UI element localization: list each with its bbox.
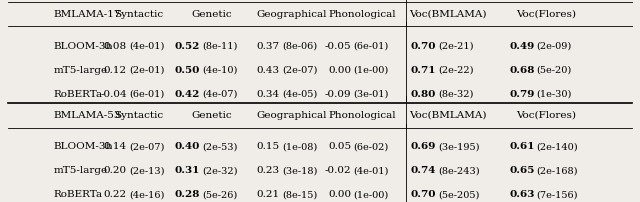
Text: (4e-05): (4e-05) xyxy=(282,89,317,99)
Text: 0.22: 0.22 xyxy=(104,189,127,198)
Text: Phonological: Phonological xyxy=(329,110,397,119)
Text: (2e-22): (2e-22) xyxy=(438,66,474,75)
Text: 0.20: 0.20 xyxy=(104,165,127,174)
Text: 0.65: 0.65 xyxy=(509,165,535,174)
Text: (3e-01): (3e-01) xyxy=(353,89,388,99)
Text: 0.37: 0.37 xyxy=(257,42,280,51)
Text: (8e-32): (8e-32) xyxy=(438,89,473,99)
Text: (1e-00): (1e-00) xyxy=(353,189,388,198)
Text: 0.63: 0.63 xyxy=(509,189,535,198)
Text: Syntactic: Syntactic xyxy=(114,10,163,19)
Text: 0.00: 0.00 xyxy=(328,66,351,75)
Text: (7e-156): (7e-156) xyxy=(537,189,578,198)
Text: (2e-140): (2e-140) xyxy=(537,141,579,150)
Text: 0.40: 0.40 xyxy=(175,141,200,150)
Text: Genetic: Genetic xyxy=(191,110,232,119)
Text: 0.49: 0.49 xyxy=(509,42,535,51)
Text: 0.70: 0.70 xyxy=(410,189,436,198)
Text: 0.79: 0.79 xyxy=(509,89,535,99)
Text: (2e-07): (2e-07) xyxy=(129,141,164,150)
Text: -0.02: -0.02 xyxy=(324,165,351,174)
Text: Geographical: Geographical xyxy=(256,10,326,19)
Text: 0.69: 0.69 xyxy=(411,141,436,150)
Text: (3e-195): (3e-195) xyxy=(438,141,479,150)
Text: 0.21: 0.21 xyxy=(257,189,280,198)
Text: (2e-01): (2e-01) xyxy=(129,66,164,75)
Text: (8e-11): (8e-11) xyxy=(202,42,237,51)
Text: 0.34: 0.34 xyxy=(257,89,280,99)
Text: 0.50: 0.50 xyxy=(175,66,200,75)
Text: BLOOM-3b: BLOOM-3b xyxy=(54,141,113,150)
Text: (3e-18): (3e-18) xyxy=(282,165,317,174)
Text: 0.68: 0.68 xyxy=(509,66,535,75)
Text: (8e-243): (8e-243) xyxy=(438,165,479,174)
Text: 0.52: 0.52 xyxy=(175,42,200,51)
Text: 0.05: 0.05 xyxy=(328,141,351,150)
Text: (1e-00): (1e-00) xyxy=(353,66,388,75)
Text: 0.12: 0.12 xyxy=(104,66,127,75)
Text: 0.42: 0.42 xyxy=(175,89,200,99)
Text: RoBERTa: RoBERTa xyxy=(54,189,103,198)
Text: (4e-01): (4e-01) xyxy=(129,42,164,51)
Text: 0.70: 0.70 xyxy=(410,42,436,51)
Text: (5e-205): (5e-205) xyxy=(438,189,479,198)
Text: Voc(BMLAMA): Voc(BMLAMA) xyxy=(409,10,486,19)
Text: (6e-01): (6e-01) xyxy=(353,42,388,51)
Text: 0.08: 0.08 xyxy=(104,42,127,51)
Text: (5e-26): (5e-26) xyxy=(202,189,237,198)
Text: BMLAMA-53: BMLAMA-53 xyxy=(54,110,121,119)
Text: (4e-16): (4e-16) xyxy=(129,189,164,198)
Text: 0.74: 0.74 xyxy=(411,165,436,174)
Text: Voc(Flores): Voc(Flores) xyxy=(516,10,576,19)
Text: -0.04: -0.04 xyxy=(100,89,127,99)
Text: mT5-large: mT5-large xyxy=(54,66,108,75)
Text: (2e-53): (2e-53) xyxy=(202,141,237,150)
Text: Voc(BMLAMA): Voc(BMLAMA) xyxy=(409,110,486,119)
Text: (2e-168): (2e-168) xyxy=(537,165,578,174)
Text: (2e-32): (2e-32) xyxy=(202,165,237,174)
Text: (4e-10): (4e-10) xyxy=(202,66,237,75)
Text: Phonological: Phonological xyxy=(329,10,397,19)
Text: (2e-13): (2e-13) xyxy=(129,165,164,174)
Text: (4e-07): (4e-07) xyxy=(202,89,237,99)
Text: (2e-09): (2e-09) xyxy=(537,42,572,51)
Text: (6e-02): (6e-02) xyxy=(353,141,388,150)
Text: Geographical: Geographical xyxy=(256,110,326,119)
Text: (8e-06): (8e-06) xyxy=(282,42,317,51)
Text: BLOOM-3b: BLOOM-3b xyxy=(54,42,113,51)
Text: -0.09: -0.09 xyxy=(324,89,351,99)
Text: (6e-01): (6e-01) xyxy=(129,89,164,99)
Text: 0.61: 0.61 xyxy=(509,141,535,150)
Text: 0.43: 0.43 xyxy=(257,66,280,75)
Text: 0.28: 0.28 xyxy=(175,189,200,198)
Text: mT5-large: mT5-large xyxy=(54,165,108,174)
Text: 0.00: 0.00 xyxy=(328,189,351,198)
Text: 0.71: 0.71 xyxy=(410,66,436,75)
Text: RoBERTa: RoBERTa xyxy=(54,89,103,99)
Text: 0.14: 0.14 xyxy=(104,141,127,150)
Text: Syntactic: Syntactic xyxy=(114,110,163,119)
Text: (2e-07): (2e-07) xyxy=(282,66,317,75)
Text: BMLAMA-17: BMLAMA-17 xyxy=(54,10,121,19)
Text: Voc(Flores): Voc(Flores) xyxy=(516,110,576,119)
Text: -0.05: -0.05 xyxy=(324,42,351,51)
Text: (5e-20): (5e-20) xyxy=(537,66,572,75)
Text: Genetic: Genetic xyxy=(191,10,232,19)
Text: (1e-30): (1e-30) xyxy=(537,89,572,99)
Text: (4e-01): (4e-01) xyxy=(353,165,388,174)
Text: 0.15: 0.15 xyxy=(257,141,280,150)
Text: 0.80: 0.80 xyxy=(411,89,436,99)
Text: (1e-08): (1e-08) xyxy=(282,141,317,150)
Text: (2e-21): (2e-21) xyxy=(438,42,474,51)
Text: (8e-15): (8e-15) xyxy=(282,189,317,198)
Text: 0.31: 0.31 xyxy=(175,165,200,174)
Text: 0.23: 0.23 xyxy=(257,165,280,174)
